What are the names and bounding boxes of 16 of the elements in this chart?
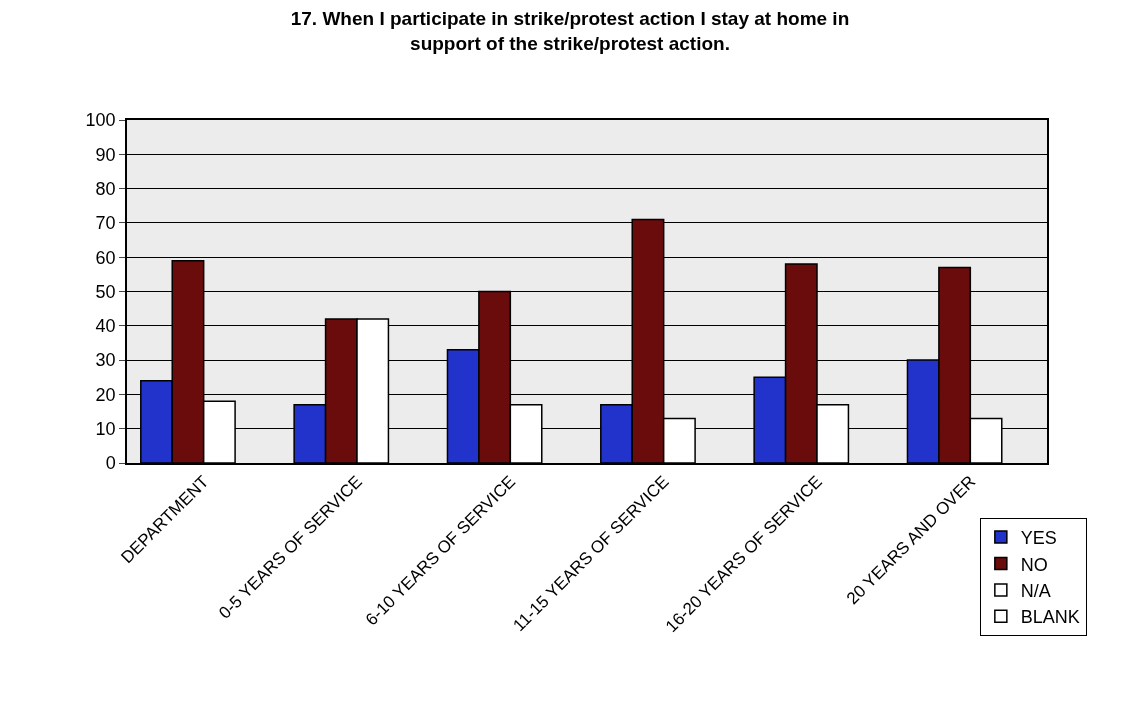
- y-tick-label: 20: [95, 384, 116, 405]
- y-tick-label: 70: [95, 213, 116, 234]
- legend-label: N/A: [1020, 580, 1051, 601]
- y-tick-label: 60: [95, 247, 116, 268]
- legend-label: BLANK: [1020, 607, 1080, 628]
- y-tick-label: 10: [95, 419, 116, 439]
- y-tick-label: 80: [95, 178, 116, 199]
- y-tick-label: 40: [95, 316, 116, 337]
- legend-label: YES: [1020, 528, 1057, 549]
- y-tick-label: 50: [95, 281, 116, 302]
- y-tick-label: 0: [105, 453, 116, 474]
- chart-title: 17. When I participate in strike/protest action I stay at home in support of the strike/protest action.: [290, 7, 850, 54]
- y-tick-label: 30: [95, 350, 116, 371]
- y-tick-label: 90: [95, 144, 116, 165]
- legend-label: NO: [1020, 554, 1048, 575]
- y-tick-label: 100: [85, 110, 116, 131]
